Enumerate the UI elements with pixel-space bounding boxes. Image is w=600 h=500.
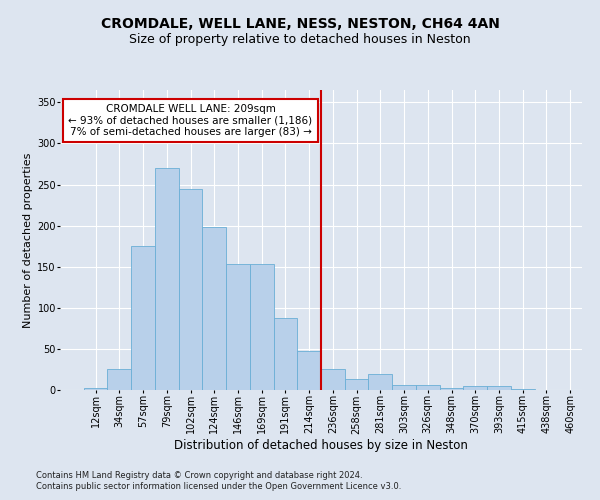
Text: CROMDALE, WELL LANE, NESS, NESTON, CH64 4AN: CROMDALE, WELL LANE, NESS, NESTON, CH64 … <box>101 18 499 32</box>
Bar <box>155 168 179 390</box>
Bar <box>463 386 487 390</box>
Bar <box>250 264 274 390</box>
Bar <box>274 318 297 390</box>
Bar <box>321 370 345 390</box>
Y-axis label: Number of detached properties: Number of detached properties <box>23 152 33 328</box>
Bar <box>107 370 131 390</box>
Bar <box>179 188 202 390</box>
Bar <box>511 389 535 390</box>
Bar <box>131 246 155 390</box>
Bar <box>297 352 321 390</box>
Text: Size of property relative to detached houses in Neston: Size of property relative to detached ho… <box>129 32 471 46</box>
Bar <box>392 385 416 390</box>
Bar <box>440 388 463 390</box>
Bar <box>416 385 440 390</box>
Bar <box>345 380 368 390</box>
Bar <box>226 264 250 390</box>
Bar <box>487 386 511 390</box>
Bar <box>368 374 392 390</box>
Text: CROMDALE WELL LANE: 209sqm
← 93% of detached houses are smaller (1,186)
7% of se: CROMDALE WELL LANE: 209sqm ← 93% of deta… <box>68 104 313 137</box>
Bar <box>84 388 107 390</box>
Bar <box>202 228 226 390</box>
X-axis label: Distribution of detached houses by size in Neston: Distribution of detached houses by size … <box>174 439 468 452</box>
Text: Contains HM Land Registry data © Crown copyright and database right 2024.: Contains HM Land Registry data © Crown c… <box>36 470 362 480</box>
Text: Contains public sector information licensed under the Open Government Licence v3: Contains public sector information licen… <box>36 482 401 491</box>
